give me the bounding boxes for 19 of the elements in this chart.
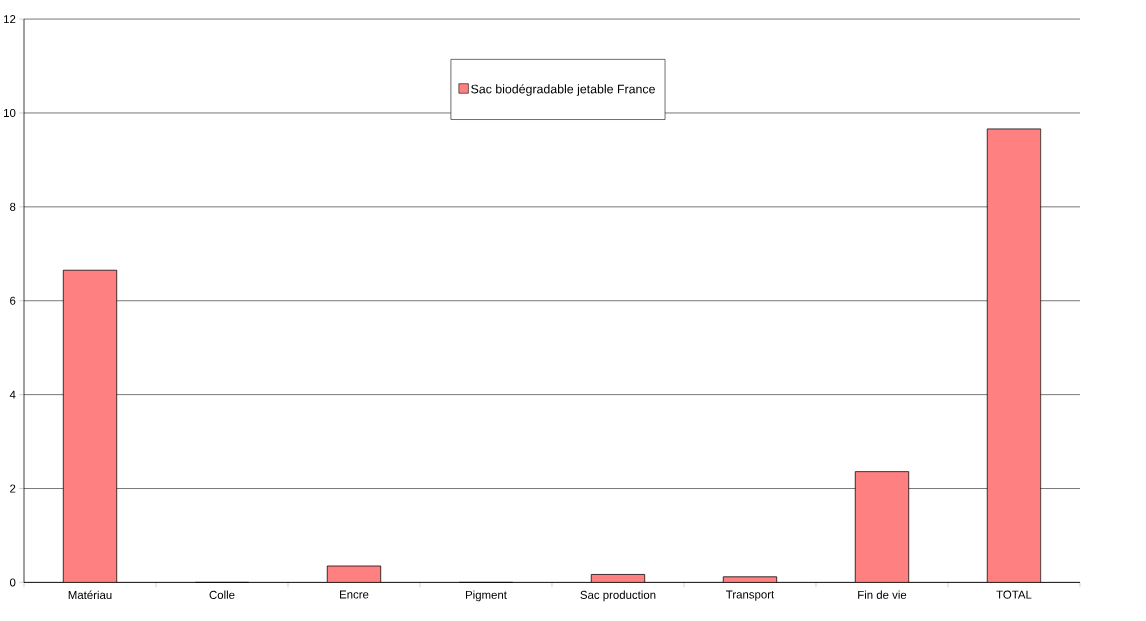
x-tick-label: Sac production: [580, 590, 656, 602]
y-tick-label: 10: [4, 109, 16, 118]
y-tick-label: 12: [4, 15, 16, 24]
y-tick-label: 4: [9, 390, 16, 399]
bar: [63, 270, 117, 583]
x-tick-label: Pigment: [466, 590, 507, 602]
x-tick-label: Encre: [340, 590, 369, 599]
x-tick-label: Colle: [209, 590, 235, 600]
x-tick-label: TOTAL: [996, 590, 1032, 599]
x-tick-label: Transport: [726, 590, 775, 601]
y-tick-label: 0: [9, 578, 16, 587]
x-tick-label: Matériau: [68, 590, 112, 600]
y-tick-label: 8: [10, 203, 16, 212]
x-tick-label: Fin de vie: [858, 590, 907, 600]
y-tick-label: 6: [10, 296, 16, 305]
bar: [855, 471, 909, 583]
legend-label: Sac biodégradable jetable France: [471, 84, 655, 97]
bar: [986, 128, 1042, 583]
y-tick-label: 2: [10, 484, 16, 493]
